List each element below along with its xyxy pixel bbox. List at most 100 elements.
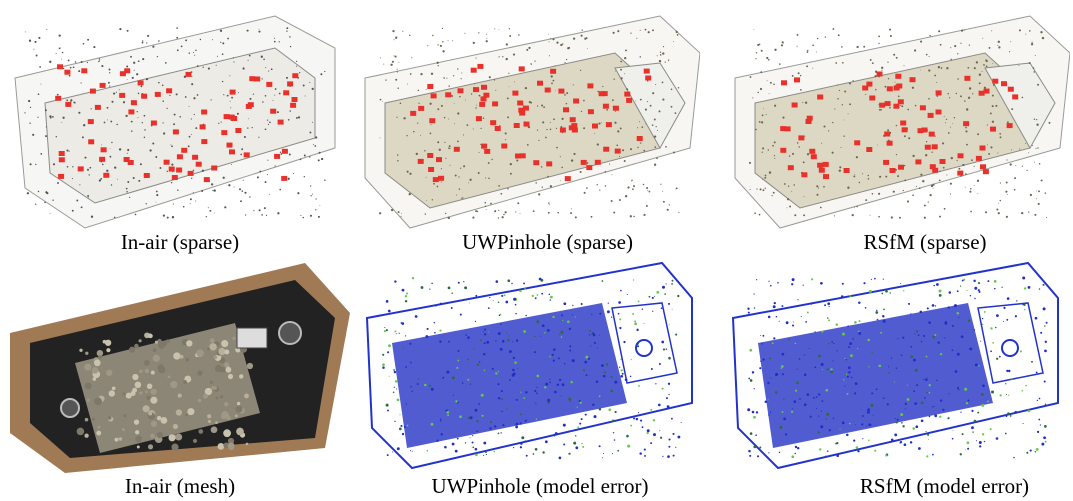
texture-dot	[662, 46, 665, 48]
texture-dot	[263, 58, 265, 61]
texture-dot	[494, 210, 497, 213]
texture-dot	[93, 359, 101, 367]
texture-dot	[552, 38, 555, 41]
texture-dot	[885, 175, 888, 178]
texture-dot	[514, 303, 517, 306]
texture-dot	[833, 342, 835, 345]
texture-dot	[634, 322, 638, 326]
texture-dot	[991, 390, 994, 394]
texture-dot	[887, 78, 890, 80]
texture-dot	[27, 99, 31, 103]
texture-dot	[925, 355, 928, 358]
texture-dot	[424, 213, 426, 215]
texture-dot	[1027, 152, 1029, 154]
texture-dot	[1025, 33, 1027, 35]
texture-dot	[207, 67, 210, 70]
texture-dot	[484, 201, 487, 204]
texture-dot	[84, 433, 89, 438]
texture-dot	[878, 215, 880, 218]
texture-dot	[957, 388, 960, 391]
texture-dot	[923, 378, 925, 381]
texture-dot	[675, 446, 677, 448]
camera-marker	[886, 140, 893, 146]
camera-marker	[784, 126, 791, 132]
texture-dot	[439, 329, 442, 332]
texture-dot	[474, 83, 476, 85]
texture-dot	[1038, 397, 1041, 400]
texture-dot	[516, 159, 519, 162]
texture-dot	[606, 363, 609, 366]
camera-marker	[430, 93, 437, 99]
texture-dot	[814, 366, 817, 369]
texture-dot	[395, 333, 397, 335]
texture-dot	[44, 201, 46, 204]
texture-dot	[934, 305, 937, 307]
camera-marker	[519, 110, 526, 116]
texture-dot	[910, 345, 913, 348]
texture-dot	[542, 451, 545, 454]
texture-dot	[620, 68, 622, 71]
texture-dot	[768, 414, 770, 416]
texture-dot	[190, 134, 192, 135]
texture-dot	[654, 295, 656, 297]
texture-dot	[575, 446, 579, 450]
texture-dot	[890, 216, 893, 219]
texture-dot	[190, 118, 192, 120]
texture-dot	[627, 444, 631, 448]
texture-dot	[884, 85, 887, 88]
texture-dot	[849, 342, 852, 345]
texture-dot	[644, 454, 646, 457]
texture-dot	[667, 302, 671, 305]
texture-dot	[547, 211, 550, 214]
texture-dot	[24, 112, 26, 114]
texture-dot	[931, 151, 933, 153]
texture-dot	[981, 71, 983, 72]
texture-dot	[430, 124, 432, 126]
texture-dot	[467, 378, 470, 381]
texture-dot	[172, 203, 174, 205]
camera-marker	[603, 146, 610, 152]
texture-dot	[461, 382, 464, 384]
texture-dot	[289, 110, 291, 112]
texture-dot	[448, 340, 450, 343]
texture-dot	[977, 282, 981, 285]
texture-dot	[472, 446, 475, 449]
texture-dot	[967, 319, 971, 322]
texture-dot	[476, 430, 479, 433]
texture-dot	[446, 370, 450, 374]
texture-dot	[785, 321, 789, 325]
texture-dot	[809, 415, 812, 418]
texture-dot	[193, 97, 196, 100]
texture-dot	[508, 350, 512, 353]
camera-marker	[806, 115, 813, 121]
texture-dot	[37, 93, 40, 96]
camera-marker	[283, 90, 290, 96]
texture-dot	[983, 64, 985, 66]
texture-dot	[436, 61, 439, 64]
texture-dot	[439, 340, 442, 343]
texture-dot	[45, 126, 47, 128]
texture-dot	[986, 400, 989, 403]
texture-dot	[778, 320, 780, 322]
texture-dot	[549, 128, 552, 131]
texture-dot	[396, 68, 398, 70]
texture-dot	[58, 47, 61, 50]
texture-dot	[531, 294, 534, 298]
texture-dot	[836, 350, 838, 352]
texture-dot	[612, 31, 615, 34]
texture-dot	[406, 424, 409, 427]
texture-dot	[417, 89, 420, 92]
texture-dot	[998, 46, 1001, 49]
texture-dot	[383, 330, 386, 333]
texture-dot	[487, 307, 490, 310]
texture-dot	[98, 179, 102, 182]
texture-dot	[410, 361, 412, 364]
texture-dot	[817, 431, 820, 434]
texture-dot	[790, 410, 794, 413]
texture-dot	[786, 198, 790, 201]
texture-dot	[37, 190, 40, 193]
texture-dot	[995, 437, 999, 440]
texture-dot	[244, 393, 249, 399]
texture-dot	[1036, 399, 1039, 402]
texture-dot	[629, 375, 632, 378]
